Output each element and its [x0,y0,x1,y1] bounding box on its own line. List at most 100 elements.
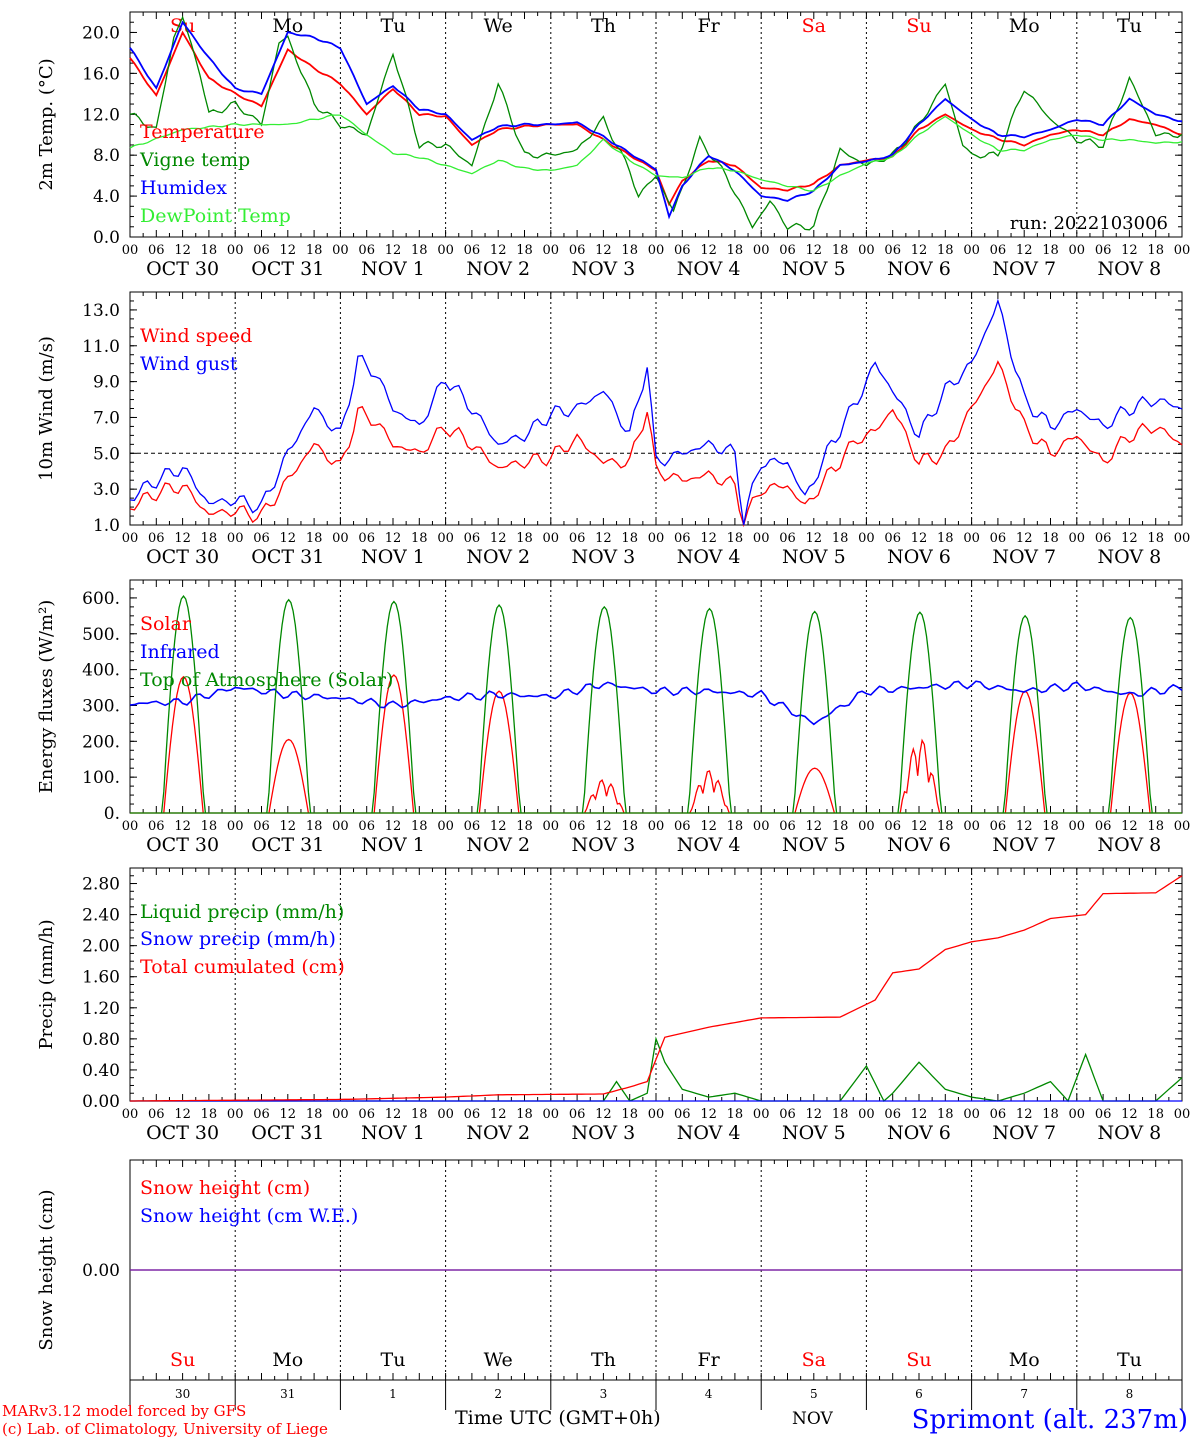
date-label: NOV 7 [992,546,1056,568]
date-label: OCT 30 [146,1122,219,1144]
y-tick-label: 12.0 [82,105,120,125]
run-label: run: 2022103006 [1010,213,1168,234]
legend-item: Liquid precip (mm/h) [140,901,344,923]
hour-label: 18 [411,243,428,258]
hour-label: 18 [516,819,533,834]
hour-label: 06 [779,243,796,258]
hour-label: 00 [963,243,980,258]
hour-label: 12 [911,819,928,834]
hour-label: 18 [201,819,218,834]
hour-label: 06 [148,243,165,258]
day-abbr: Su [906,1349,931,1371]
hour-label: 06 [1095,531,1112,546]
hour-label: 12 [1016,243,1033,258]
hour-label: 00 [753,1107,770,1122]
hour-label: 00 [858,531,875,546]
hour-label: 06 [674,1107,691,1122]
date-label: NOV 2 [466,546,530,568]
y-tick-label: 2.80 [82,875,120,895]
hour-label: 06 [884,819,901,834]
hour-label: 00 [858,243,875,258]
y-tick-label: 8.0 [93,146,120,166]
day-number: 6 [915,1387,923,1401]
hour-label: 06 [253,243,270,258]
series-wind-speed [129,360,1183,528]
hour-label: 06 [674,531,691,546]
hour-label: 18 [621,1107,638,1122]
date-label: NOV 6 [887,546,951,568]
hour-label: 12 [385,243,402,258]
date-label: NOV 3 [572,834,636,856]
hour-label: 00 [332,531,349,546]
hour-label: 18 [727,531,744,546]
legend-item: Wind speed [140,325,252,347]
day-abbr: Mo [1009,15,1040,37]
day-abbr: We [484,1349,513,1371]
date-label: NOV 1 [361,258,425,280]
legend-item: Vigne temp [139,149,250,171]
y-tick-label: 1.0 [93,516,120,536]
hour-label: 12 [174,1107,191,1122]
hour-label: 06 [464,531,481,546]
hour-label: 12 [385,531,402,546]
hour-label: 18 [411,819,428,834]
series-infrared [129,680,1183,726]
y-axis-label: Precip (mm/h) [36,919,57,1049]
hour-label: 18 [1042,1107,1059,1122]
hour-label: 06 [990,1107,1007,1122]
hour-label: 00 [648,531,665,546]
hour-label: 00 [227,819,244,834]
day-number: 30 [175,1387,190,1401]
hour-label: 18 [306,531,323,546]
day-abbr: Tu [1117,15,1142,37]
y-tick-label: 200. [82,732,120,752]
hour-label: 06 [253,531,270,546]
x-axis-label: Time UTC (GMT+0h) [455,1407,661,1429]
month-label: NOV [792,1409,834,1429]
hour-label: 00 [437,243,454,258]
date-label: NOV 4 [677,1122,741,1144]
hour-label: 12 [911,531,928,546]
legend-item: Infrared [140,641,220,663]
day-number: 5 [810,1387,818,1401]
series-dewpoint-temp [129,114,1183,192]
y-tick-label: 600. [82,589,120,609]
hour-label: 18 [1042,531,1059,546]
date-label: NOV 1 [361,834,425,856]
hour-label: 00 [1069,243,1086,258]
hour-label: 00 [963,531,980,546]
hour-label: 12 [490,531,507,546]
y-tick-label: 0.0 [93,228,120,248]
legend-item: Total cumulated (cm) [140,956,345,978]
hour-label: 18 [1147,819,1164,834]
hour-label: 00 [753,819,770,834]
hour-label: 18 [832,1107,849,1122]
hour-label: 12 [280,819,297,834]
hour-label: 06 [990,243,1007,258]
hour-label: 06 [464,243,481,258]
hour-label: 00 [332,1107,349,1122]
legend-item: Temperature [140,121,264,143]
credit-line: (c) Lab. of Climatology, University of L… [2,1420,328,1438]
hour-label: 06 [884,243,901,258]
hour-label: 00 [648,819,665,834]
y-tick-label: 0.80 [82,1030,120,1050]
hour-label: 12 [700,531,717,546]
day-number: 1 [389,1387,397,1401]
station-label: Sprimont (alt. 237m) [912,1405,1188,1435]
hour-label: 12 [806,819,823,834]
y-axis-label: Energy fluxes (W/m²) [36,600,57,794]
y-axis-label: 10m Wind (m/s) [36,336,57,481]
y-tick-label: 13.0 [82,301,120,321]
hour-label: 12 [490,243,507,258]
hour-label: 06 [464,1107,481,1122]
day-abbr: Fr [697,1349,720,1371]
hour-label: 00 [543,531,560,546]
day-number: 7 [1020,1387,1028,1401]
credit-line: MARv3.12 model forced by GFS [2,1402,246,1420]
hour-label: 00 [858,819,875,834]
hour-label: 12 [1121,819,1138,834]
hour-label: 18 [832,531,849,546]
hour-label: 12 [280,1107,297,1122]
date-label: NOV 2 [466,834,530,856]
